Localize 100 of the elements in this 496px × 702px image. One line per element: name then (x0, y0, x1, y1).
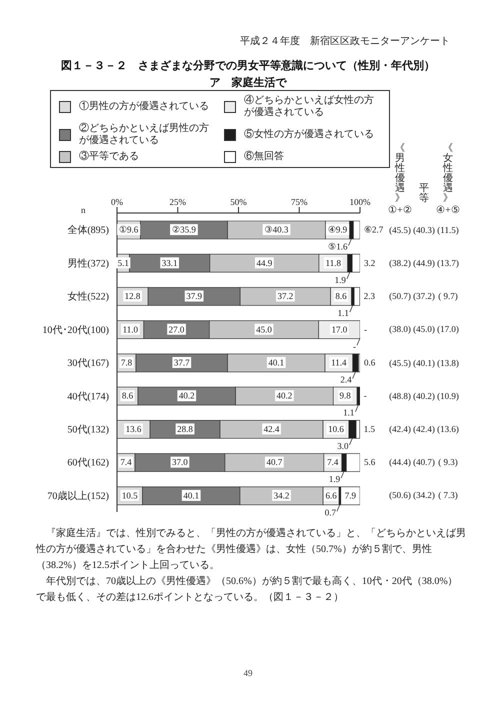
chart-subtitle: ア 家庭生活で (208, 75, 288, 90)
data-label: ③40.3 (264, 224, 289, 235)
text: (37.2) (412, 290, 436, 302)
data-label: 37.9 (186, 291, 203, 302)
data-label: 11.0 (122, 324, 139, 334)
legend-label: ①男性の方が優遇されている (79, 101, 209, 113)
text: 《男性優遇》 (395, 143, 405, 204)
text: (40.2) (412, 390, 436, 402)
text: 平成２４年度 新宿区区政モニターアンケート (240, 34, 450, 48)
y-tick-label: 60代(162) (67, 458, 109, 469)
data-label: 9.8 (340, 390, 352, 401)
data-label: ②35.9 (172, 224, 196, 235)
data-label: ⑥2.7 (364, 224, 384, 235)
text: (40.3) (412, 224, 436, 236)
data-label: 5.6 (364, 457, 376, 468)
data-label: 37.2 (278, 291, 294, 302)
text: 年代別では、70歳以上の《男性優遇》（50.6%）が約５割で最も高く、10代・20代（38.0%）で最も低く、その差は12.6ポイントとなっている。（図１－３－２） (36, 574, 459, 605)
y-tick-label: 男性(372) (67, 257, 109, 270)
x-tick-label: 0% (111, 197, 124, 207)
y-axis-title: n (81, 205, 86, 215)
text: (45.5) (388, 224, 412, 236)
y-tick-label: 全体(895) (67, 224, 109, 236)
text: (40.7) (412, 456, 436, 468)
x-tick-label: 100% (350, 197, 371, 207)
data-label: 40.1 (183, 490, 200, 500)
data-label: 10.6 (328, 424, 344, 434)
text: (17.0) (436, 323, 460, 336)
data-label: 17.0 (331, 324, 348, 334)
x-tick-label: 75% (291, 197, 308, 207)
data-label: 1.9 (334, 274, 346, 285)
text: (38.2) (388, 256, 412, 269)
text: (44.9) (412, 256, 436, 269)
data-label: 28.8 (177, 424, 194, 434)
data-label: 5.1 (118, 258, 129, 268)
data-label: 3.2 (364, 258, 376, 268)
text: (10.9) (436, 390, 460, 402)
text: (13.6) (436, 422, 460, 435)
data-label: 7.4 (120, 457, 132, 468)
text: ( 9.3) (437, 456, 459, 468)
data-label: - (364, 324, 367, 334)
data-label: 13.6 (126, 424, 142, 434)
data-label: 40.2 (276, 390, 292, 401)
text: ④+⑤ (435, 205, 461, 217)
data-label: 1.5 (364, 424, 376, 434)
data-label: 12.8 (124, 291, 141, 302)
data-label: 8.6 (335, 291, 348, 302)
data-label: 3.0 (337, 440, 349, 451)
text: (40.1) (412, 356, 436, 368)
text: (38.0) (388, 323, 412, 336)
data-label: ④9.9 (328, 224, 348, 235)
data-label: 10.5 (122, 490, 138, 500)
data-label: 7.9 (344, 490, 357, 500)
legend-label: ④どちらかといえば女性の方が優遇されている (244, 95, 375, 119)
data-label: 1.9 (328, 474, 341, 484)
text: (50.7) (388, 290, 412, 302)
data-label: 44.9 (256, 258, 273, 268)
y-tick-label: 40代(174) (67, 391, 109, 402)
y-tick-label: 50代(132) (67, 424, 109, 436)
legend-label: ②どちらかといえば男性の方が優遇されている (79, 123, 210, 147)
data-label: 2.4 (340, 374, 352, 384)
x-tick-label: 25% (170, 197, 186, 207)
legend-label: ⑥無回答 (244, 151, 284, 163)
text: ( 9.7) (437, 290, 459, 302)
legend-label: ③平等である (79, 151, 139, 163)
data-label: 11.8 (326, 258, 342, 268)
text: (42.4) (388, 422, 412, 435)
data-label: 45.0 (256, 324, 272, 334)
data-label: 42.4 (264, 424, 280, 434)
y-tick-label: 10代･20代(100) (42, 324, 109, 336)
text: ①+② (387, 205, 413, 217)
legend-label: ⑤女性の方が優遇されている (244, 129, 374, 141)
data-label: 40.1 (268, 358, 284, 368)
data-label: 1.1 (338, 308, 349, 318)
data-label: 0.7 (324, 507, 336, 518)
text: ( 7.3) (437, 489, 459, 502)
data-label: 27.0 (168, 324, 185, 334)
chart-title: 図１－３－２ さまざまな分野での男女平等意識について（性別・年代別） (60, 58, 436, 73)
data-label: 33.1 (162, 258, 178, 268)
y-tick-label: 70歳以上(152) (47, 490, 109, 502)
data-label: 34.2 (274, 490, 290, 500)
data-label: 37.7 (174, 358, 190, 368)
data-label: 40.2 (178, 390, 195, 401)
data-label: 6.6 (325, 490, 338, 500)
text: (13.7) (436, 256, 460, 269)
y-tick-label: 30代(167) (67, 358, 109, 370)
data-label: 1.1 (343, 408, 354, 418)
data-label: 7.4 (327, 457, 339, 468)
data-label: - (364, 390, 367, 401)
text: (42.4) (412, 422, 436, 435)
data-label: 40.7 (266, 457, 283, 468)
data-label: 7.8 (120, 358, 133, 368)
data-label: 0.6 (364, 358, 376, 368)
text: (48.8) (388, 390, 412, 402)
data-label: ①9.6 (119, 224, 139, 235)
bar (352, 254, 360, 273)
text: (45.5) (388, 356, 412, 368)
text: (13.8) (436, 356, 460, 368)
data-label: ⑤1.6 (328, 242, 348, 252)
text: 49 (242, 668, 254, 678)
x-tick-label: 50% (230, 197, 248, 207)
